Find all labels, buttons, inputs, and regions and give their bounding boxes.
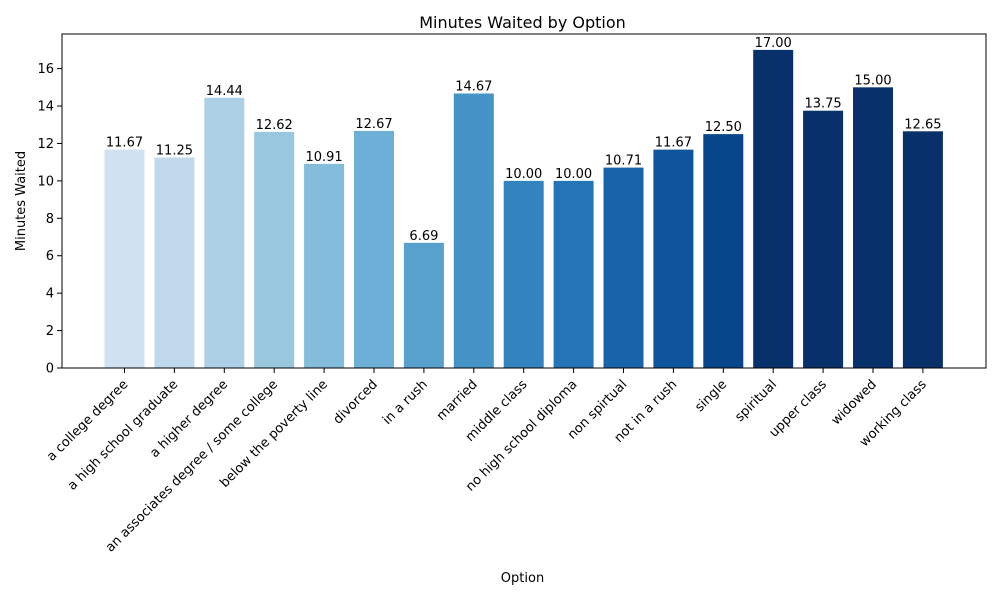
bar-value-label: 17.00 (755, 36, 792, 51)
bar-value-label: 11.67 (655, 136, 692, 151)
x-tick-label: a college degree (44, 377, 131, 464)
x-axis-label: Option (501, 571, 544, 586)
bar-value-label: 6.69 (409, 229, 438, 244)
bar-8 (503, 180, 544, 368)
bar-value-label: 11.25 (156, 143, 193, 158)
x-tick-label: married (434, 377, 481, 424)
x-tick-label: single (692, 377, 730, 415)
bar-0 (104, 149, 145, 368)
plot-frame (61, 33, 987, 369)
bar-16 (902, 131, 943, 368)
y-tick-label: 2 (46, 324, 54, 339)
bar-value-label: 14.44 (206, 84, 243, 99)
bar-value-label: 11.67 (106, 136, 143, 151)
bar-10 (603, 167, 644, 368)
bar-15 (853, 87, 893, 368)
bar-1 (154, 157, 195, 368)
bar-14 (803, 110, 844, 368)
bar-2 (204, 97, 245, 369)
bar-value-label: 12.67 (355, 117, 392, 132)
bar-value-label: 12.50 (705, 120, 742, 135)
bar-value-label: 12.62 (256, 118, 293, 133)
bar-value-label: 14.67 (455, 80, 492, 95)
y-axis: 0 2 4 6 8 10 12 14 16 (37, 62, 62, 377)
bar-value-label: 10.71 (605, 154, 642, 169)
bar-value-label: 13.75 (804, 97, 841, 112)
bar-5 (354, 130, 394, 368)
bar-value-label: 15.00 (854, 73, 891, 88)
x-tick-label: an associates degree / some college (103, 377, 281, 555)
chart-title: Minutes Waited by Option (419, 13, 626, 32)
y-tick-label: 8 (46, 212, 54, 227)
x-tick-label: spiritual (732, 377, 780, 425)
bar-13 (753, 49, 794, 369)
bar-6 (403, 242, 444, 368)
bar-value-label: 10.91 (305, 150, 342, 165)
bar-4 (304, 163, 345, 368)
bar-11 (653, 149, 694, 368)
bar-12 (703, 134, 744, 368)
bar-value-label: 12.65 (904, 117, 941, 132)
bar-value-label: 10.00 (555, 167, 592, 182)
x-tick-label: in a rush (380, 377, 431, 428)
bar-3 (254, 131, 295, 368)
y-tick-label: 14 (37, 100, 54, 115)
bar-7 (453, 93, 494, 369)
y-tick-label: 0 (46, 362, 54, 377)
y-tick-label: 10 (37, 174, 54, 189)
x-tick-label: divorced (331, 377, 381, 427)
y-axis-label: Minutes Waited (14, 151, 29, 251)
bar-value-label: 10.00 (505, 167, 542, 182)
y-tick-label: 12 (37, 137, 54, 152)
y-tick-label: 4 (46, 287, 54, 302)
bars-layer: 11.67 11.25 14.44 12.62 10.91 12.67 6.69 14.67 1… (104, 36, 943, 369)
x-tick-label: widowed (829, 377, 880, 428)
y-tick-label: 16 (37, 62, 54, 77)
y-tick-label: 6 (46, 249, 54, 264)
bar-9 (553, 180, 594, 368)
